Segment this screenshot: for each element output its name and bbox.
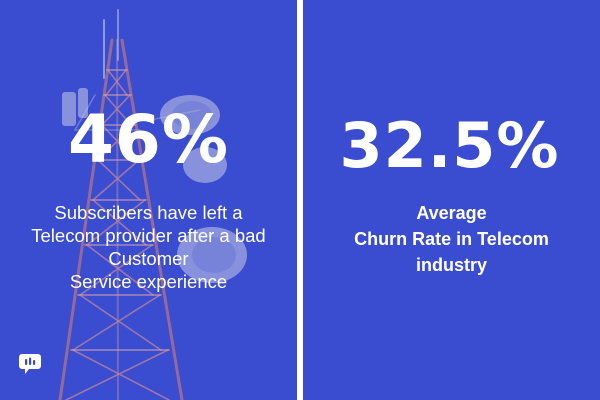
telecom-tower-image [58,9,247,400]
churn-rate-stat: 32.5% [339,109,560,182]
subscribers-left-caption: Subscribers have left a Telecom provider… [0,201,297,293]
churn-rate-caption: Average Churn Rate in Telecom industry [303,200,600,278]
caption-line: Subscribers have left a [54,202,243,223]
left-stat-panel: 46% Subscribers have left a Telecom prov… [0,0,297,400]
caption-line: Service experience [69,271,228,292]
caption-line: industry [415,255,487,275]
caption-line: Telecom provider after a bad [31,225,266,246]
caption-line: Customer [108,248,189,269]
right-stat-panel: 32.5% Average Churn Rate in Telecom indu… [303,0,600,400]
subscribers-left-stat: 46% [68,101,229,178]
caption-line: Churn Rate in Telecom [354,229,549,249]
caption-line: Average [416,203,487,223]
chat-bubble-icon [19,354,41,374]
